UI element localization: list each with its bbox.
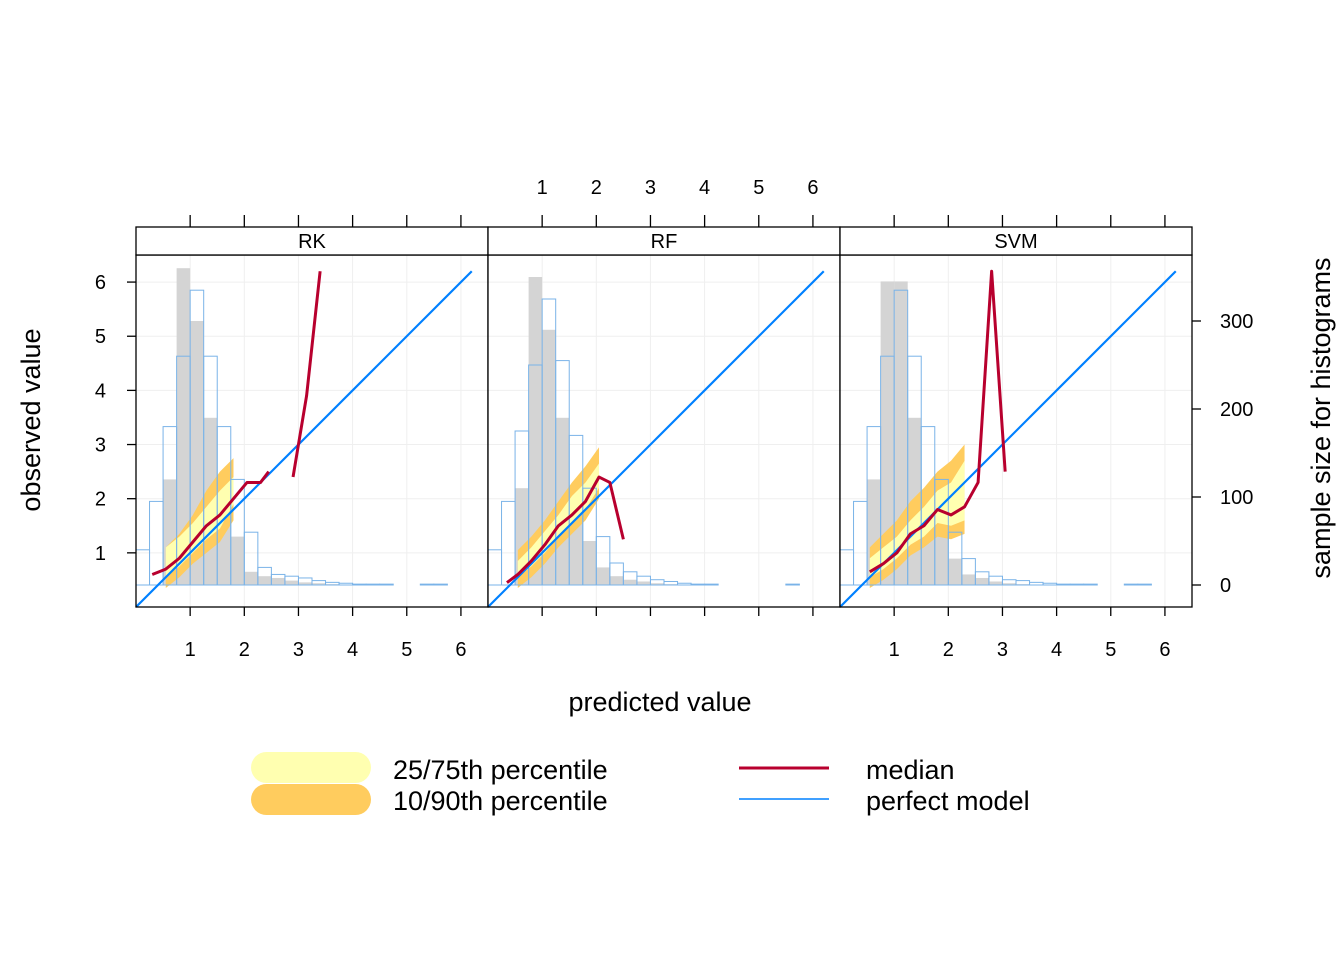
median-line: [151, 271, 322, 576]
histogram-observed-bar: [271, 577, 285, 585]
x-tick-label: 3: [293, 639, 304, 661]
histogram-observed-bar: [257, 576, 272, 585]
x-tick-label: 2: [943, 639, 954, 661]
x-tick-label: 6: [1159, 639, 1170, 661]
strip: [487, 226, 841, 256]
histogram-observed-bar: [894, 281, 908, 585]
histogram-predicted-bar: [365, 583, 381, 586]
perfect-model-line: [487, 270, 825, 608]
x-tick-label-top: 3: [645, 177, 656, 199]
legend-label-quartile-band: 25/75th percentile: [393, 755, 608, 785]
perfect-model-line: [135, 270, 473, 608]
x-tick-label-top: 1: [537, 177, 548, 199]
histogram-predicted-bar: [1083, 583, 1098, 586]
x-tick-label: 1: [185, 639, 196, 661]
histogram-observed-bar: [934, 532, 949, 585]
y-tick-label: 1: [95, 543, 106, 565]
panel-rf: RF: [487, 226, 841, 608]
histogram-observed-bar: [1002, 583, 1016, 585]
histogram-observed-bar: [230, 536, 245, 585]
histogram-observed-bar: [988, 581, 1003, 585]
histogram-observed-bar: [623, 579, 637, 585]
legend-label-decile-band: 10/90th percentile: [393, 786, 608, 816]
histogram-observed-bar: [975, 577, 989, 585]
histogram-predicted-bar: [1056, 583, 1071, 586]
histogram-predicted-bar: [379, 583, 394, 586]
strip-label: SVM: [994, 231, 1037, 253]
y-tick-label: 2: [95, 489, 106, 511]
panels: RK RF SVM: [135, 226, 1193, 608]
x-tick-label: 6: [455, 639, 466, 661]
legend-label-median: median: [866, 755, 955, 785]
histogram-observed-bar: [961, 574, 976, 585]
histogram-observed-bar: [880, 281, 895, 585]
band-25-75: [517, 463, 600, 578]
legend-swatch-quartile-band: [251, 752, 371, 783]
y-tick-label: 6: [95, 272, 106, 294]
histogram-predicted-bar: [785, 583, 800, 586]
histogram-predicted-bar: [595, 536, 611, 586]
x-tick-label: 1: [889, 639, 900, 661]
strip-label: RF: [651, 231, 678, 253]
x-tick-label-top: 6: [807, 177, 818, 199]
histogram-observed-bar: [284, 580, 299, 585]
histogram-observed-bar: [528, 277, 543, 585]
histogram-observed-bar: [636, 581, 651, 585]
histogram-observed-bar: [298, 582, 312, 585]
strip: [839, 226, 1193, 256]
histogram-predicted-bar: [419, 583, 435, 586]
histogram-predicted-bar: [1123, 583, 1139, 586]
x-tick-label: 5: [1105, 639, 1116, 661]
legend-swatch-decile-band: [251, 784, 371, 815]
histogram-predicted-bar: [1137, 583, 1152, 586]
legend-label-perfect-model: perfect model: [866, 786, 1030, 816]
histogram-predicted-bar: [704, 583, 719, 586]
band-25-75: [869, 460, 965, 578]
x-tick-label-top: 5: [753, 177, 764, 199]
panel-svm: SVM: [839, 226, 1193, 608]
y2-tick-label: 100: [1220, 487, 1253, 509]
histogram-observed-bar: [596, 567, 610, 585]
histogram-predicted-bar: [243, 531, 259, 586]
panel-rk: RK: [135, 226, 489, 608]
median-line: [869, 269, 1007, 574]
histogram-observed-bar: [609, 576, 624, 585]
histogram-predicted-bar: [352, 583, 367, 586]
y2-tick-label: 300: [1220, 311, 1253, 333]
x-tick-label: 4: [1051, 639, 1062, 661]
x-tick-label-top: 4: [699, 177, 710, 199]
axes: 1 2 3 4 5 6 1 2 3 4 5 6 1 2 3 4 5 6 1 2 3 4 5 6 0 100 200 300: [95, 177, 1254, 661]
histogram-observed-bar: [176, 268, 191, 585]
x-tick-label: 5: [401, 639, 412, 661]
strip: [135, 226, 489, 256]
strip-label: RK: [298, 231, 326, 253]
y-tick-label: 3: [95, 435, 106, 457]
perfect-model-line: [839, 270, 1177, 608]
y-axis-label: observed value: [16, 328, 46, 511]
x-tick-label: 4: [347, 639, 358, 661]
histogram-predicted-bar: [433, 583, 448, 586]
legend: 25/75th percentile 10/90th percentile me…: [251, 752, 1030, 816]
y2-tick-label: 0: [1220, 575, 1231, 597]
x-tick-label: 2: [239, 639, 250, 661]
x-tick-label-top: 2: [591, 177, 602, 199]
histogram-observed-bar: [650, 583, 664, 585]
histogram-observed-bar: [312, 583, 326, 585]
y-tick-label: 5: [95, 326, 106, 348]
histogram-observed-bar: [244, 571, 258, 585]
median-line: [506, 475, 625, 584]
histogram-predicted-bar: [1069, 583, 1085, 586]
histogram-observed-bar: [582, 541, 597, 585]
y-tick-label: 4: [95, 380, 106, 402]
histogram-predicted-bar: [690, 583, 706, 586]
secondary-y-axis-label: sample size for histograms: [1306, 257, 1336, 578]
histogram-observed-bar: [948, 558, 962, 585]
y2-tick-label: 200: [1220, 399, 1253, 421]
x-axis-label: predicted value: [568, 687, 751, 717]
x-tick-label: 3: [997, 639, 1008, 661]
